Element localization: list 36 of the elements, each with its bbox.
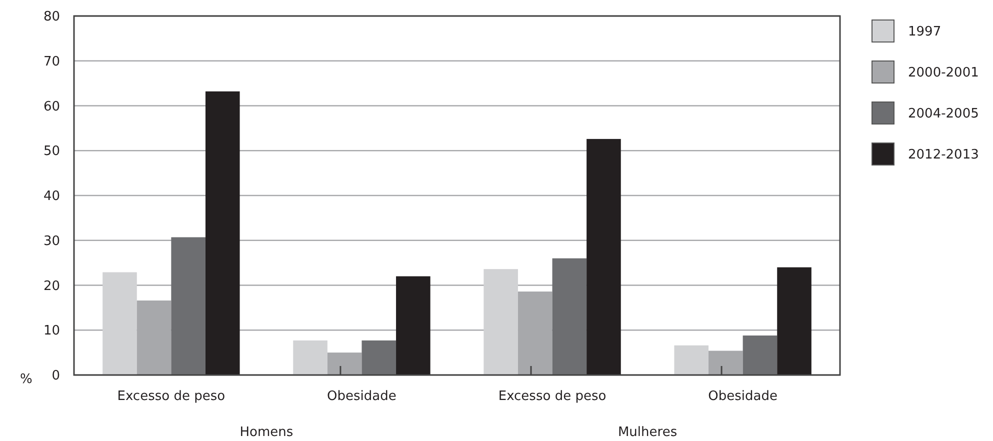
y-axis-title: % xyxy=(20,372,32,387)
x-tick-label: Obesidade xyxy=(327,389,396,404)
y-tick-label: 30 xyxy=(43,234,60,249)
x-tick-label: Excesso de peso xyxy=(117,389,226,404)
bar xyxy=(362,340,396,375)
y-tick-label: 40 xyxy=(43,189,60,204)
y-tick-label: 0 xyxy=(52,368,60,384)
bar xyxy=(327,352,362,375)
legend-label: 2000-2001 xyxy=(908,66,979,81)
bar xyxy=(742,336,778,375)
y-tick-label: 20 xyxy=(43,278,60,294)
bar xyxy=(293,340,328,375)
bar xyxy=(171,237,206,375)
y-tick-label: 70 xyxy=(43,54,60,70)
bar xyxy=(136,300,172,375)
y-tick-label: 50 xyxy=(43,144,60,160)
y-tick-label: 60 xyxy=(43,99,60,114)
legend-label: 2012-2013 xyxy=(908,148,979,163)
bar xyxy=(708,350,743,375)
y-tick-label: 80 xyxy=(43,10,60,25)
bar xyxy=(102,272,137,375)
legend-label: 2004-2005 xyxy=(908,106,979,122)
y-tick-label: 10 xyxy=(43,324,60,339)
bar xyxy=(552,258,587,375)
text: Homens xyxy=(240,425,294,440)
text: Mulheres xyxy=(618,425,678,440)
bar xyxy=(777,267,812,375)
legend-label: 1997 xyxy=(908,24,942,40)
bar xyxy=(396,276,430,375)
bar xyxy=(674,345,709,375)
bar xyxy=(484,269,518,375)
bar xyxy=(205,91,240,375)
bar xyxy=(586,138,621,375)
x-tick-label: Excesso de peso xyxy=(498,389,606,404)
bar xyxy=(518,292,552,375)
x-tick-label: Obesidade xyxy=(708,389,778,404)
